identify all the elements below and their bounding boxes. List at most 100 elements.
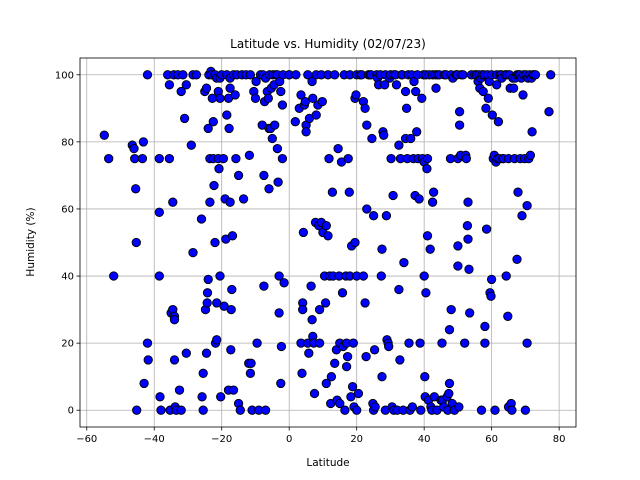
data-point <box>168 197 178 207</box>
data-point <box>522 338 532 348</box>
data-point <box>444 388 454 399</box>
data-point <box>501 271 511 281</box>
data-point <box>154 153 164 164</box>
data-point <box>169 355 180 365</box>
data-point <box>231 153 241 164</box>
data-point <box>420 372 430 382</box>
data-point <box>419 271 429 281</box>
data-point <box>297 368 307 378</box>
data-point <box>361 351 371 362</box>
data-point <box>154 271 164 281</box>
data-point <box>245 70 256 80</box>
data-point <box>437 338 447 348</box>
data-point <box>226 345 236 355</box>
data-point <box>252 338 262 348</box>
data-point <box>425 244 435 254</box>
data-point <box>394 284 404 295</box>
data-point <box>222 110 232 120</box>
data-point <box>130 153 140 164</box>
x-axis-label: Latitude <box>306 457 349 469</box>
data-point <box>362 120 372 130</box>
data-point <box>304 348 314 358</box>
x-tick-label: 80 <box>553 434 566 445</box>
data-point <box>530 70 541 80</box>
data-point <box>518 90 528 100</box>
data-point <box>274 271 284 281</box>
data-point <box>351 90 361 100</box>
data-point <box>453 261 463 271</box>
data-point <box>202 298 212 308</box>
x-tick-label: −20 <box>211 434 232 445</box>
data-point <box>169 315 180 325</box>
data-point <box>446 304 456 315</box>
data-point <box>376 271 386 281</box>
data-point <box>417 93 427 103</box>
data-point <box>215 93 225 103</box>
data-point <box>520 405 531 415</box>
data-point <box>360 103 370 113</box>
data-point <box>513 187 523 197</box>
data-point <box>178 70 188 80</box>
data-point <box>143 355 153 365</box>
data-point <box>460 338 470 348</box>
data-point <box>490 405 500 415</box>
data-point <box>388 190 398 201</box>
data-point <box>308 93 318 103</box>
data-point <box>323 231 333 241</box>
data-point <box>137 153 148 164</box>
data-point <box>277 153 288 164</box>
data-point <box>225 197 235 207</box>
x-tick-label: −60 <box>76 434 97 445</box>
data-point <box>527 127 537 137</box>
data-point <box>291 70 301 80</box>
x-tick-label: −40 <box>144 434 165 445</box>
data-point <box>333 143 343 154</box>
data-point <box>238 194 249 204</box>
data-point <box>493 117 504 127</box>
data-point <box>225 83 235 93</box>
data-point <box>368 211 379 221</box>
chart-title: Latitude vs. Humidity (02/07/23) <box>230 37 426 51</box>
y-axis: 0 20 40 60 80 100 <box>55 70 80 417</box>
data-point <box>309 388 320 399</box>
data-point <box>186 140 196 150</box>
data-point <box>109 271 119 281</box>
data-point <box>480 338 490 348</box>
data-point <box>174 385 185 395</box>
data-point <box>197 392 207 402</box>
data-point <box>246 358 256 368</box>
data-point <box>486 291 496 301</box>
data-point <box>272 143 283 154</box>
data-point <box>188 247 198 258</box>
data-point <box>273 177 283 187</box>
data-point <box>104 153 114 164</box>
data-point <box>226 304 236 315</box>
data-point <box>215 271 225 281</box>
data-point <box>454 107 465 117</box>
data-point <box>250 93 261 103</box>
data-point <box>444 378 455 389</box>
data-point <box>414 194 424 204</box>
data-point <box>298 304 308 315</box>
data-point <box>427 197 438 207</box>
data-point <box>508 83 519 93</box>
data-point <box>422 164 432 174</box>
data-point <box>307 315 317 325</box>
data-point <box>395 355 405 365</box>
data-point <box>164 80 175 90</box>
data-point <box>306 281 316 291</box>
data-point <box>142 70 153 80</box>
data-point <box>463 197 473 207</box>
data-point <box>270 120 280 130</box>
data-point <box>454 120 465 130</box>
data-point <box>347 382 358 392</box>
data-point <box>224 123 234 134</box>
y-tick-label: 100 <box>55 70 74 81</box>
data-point <box>340 405 350 415</box>
data-point <box>362 204 372 214</box>
data-point <box>367 133 377 144</box>
data-point <box>407 402 418 412</box>
data-point <box>218 153 229 164</box>
data-point <box>267 133 277 144</box>
data-point <box>209 180 219 191</box>
